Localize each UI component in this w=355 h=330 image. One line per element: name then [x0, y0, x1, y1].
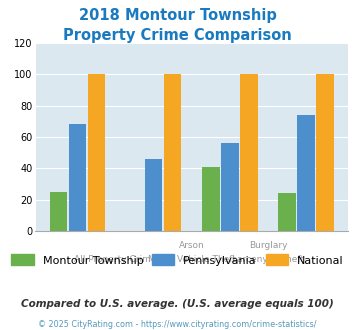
Text: All Property Crime: All Property Crime: [74, 255, 157, 264]
Bar: [50, 192, 67, 231]
Bar: [145, 159, 162, 231]
Text: Burglary: Burglary: [248, 241, 287, 250]
Bar: [164, 74, 181, 231]
Bar: [221, 143, 239, 231]
Bar: [297, 115, 315, 231]
Legend: Montour Township, Pennsylvania, National: Montour Township, Pennsylvania, National: [7, 250, 348, 270]
Bar: [278, 193, 296, 231]
Bar: [202, 167, 219, 231]
Text: Arson: Arson: [179, 241, 204, 250]
Bar: [69, 124, 86, 231]
Bar: [316, 74, 334, 231]
Text: Larceny & Theft: Larceny & Theft: [232, 255, 304, 264]
Text: Compared to U.S. average. (U.S. average equals 100): Compared to U.S. average. (U.S. average …: [21, 299, 334, 309]
Bar: [88, 74, 105, 231]
Bar: [240, 74, 258, 231]
Text: 2018 Montour Township: 2018 Montour Township: [78, 8, 277, 23]
Text: © 2025 CityRating.com - https://www.cityrating.com/crime-statistics/: © 2025 CityRating.com - https://www.city…: [38, 320, 317, 329]
Text: Property Crime Comparison: Property Crime Comparison: [63, 28, 292, 43]
Text: Motor Vehicle Theft: Motor Vehicle Theft: [148, 255, 236, 264]
